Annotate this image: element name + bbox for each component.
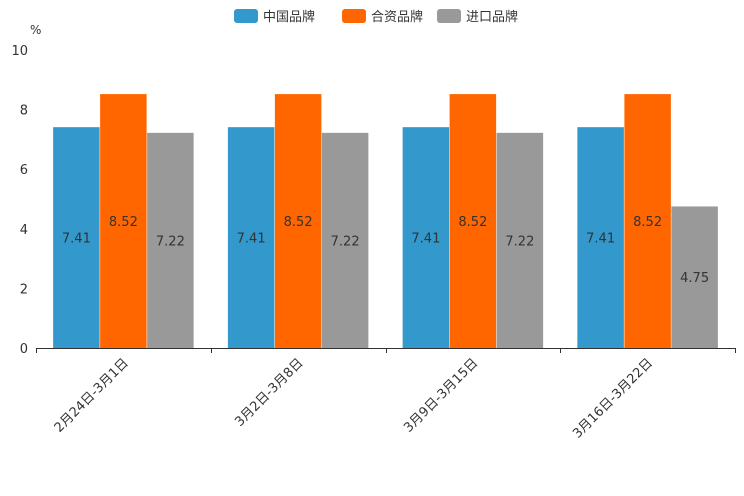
data-label: 7.22: [505, 234, 534, 249]
y-tick-label: 4: [20, 223, 28, 238]
legend-swatch: [234, 9, 258, 23]
bar: [100, 94, 147, 348]
data-label: 7.22: [331, 234, 360, 249]
data-label: 7.22: [156, 234, 185, 249]
y-tick-label: 8: [20, 104, 28, 119]
bar: [321, 132, 369, 348]
y-tick-label: 10: [11, 44, 28, 59]
bar: [274, 94, 322, 348]
legend-label: 中国品牌: [263, 9, 315, 25]
y-axis-unit-label: %: [30, 23, 41, 37]
bar: [671, 206, 718, 348]
bar: [53, 127, 100, 348]
bar: [496, 132, 544, 348]
y-tick-label: 0: [20, 342, 28, 357]
legend: 中国品牌 合资品牌 进口品牌: [234, 9, 518, 25]
x-axis: 2月24日-3月1日 3月2日-3月8日 3月9日-3月15日 3月16日-3月22日: [36, 348, 736, 442]
bar: [449, 94, 497, 348]
bar: [227, 127, 275, 348]
bar: [624, 94, 671, 348]
y-tick-label: 2: [20, 282, 28, 297]
data-label: 4.75: [680, 271, 709, 286]
bar: [577, 127, 624, 348]
data-label: 8.52: [109, 215, 138, 230]
y-axis: 0 2 4 6 8 10: [11, 44, 28, 357]
data-label: 7.41: [237, 232, 266, 247]
data-label: 8.52: [284, 215, 313, 230]
x-tick-label: 2月24日-3月1日: [52, 356, 132, 436]
legend-swatch: [342, 9, 366, 23]
x-tick-label: 3月2日-3月8日: [232, 356, 306, 430]
x-tick-label: 3月16日-3月22日: [570, 356, 656, 442]
legend-label: 进口品牌: [466, 9, 518, 25]
data-label: 7.41: [586, 232, 615, 247]
x-tick-label: 3月9日-3月15日: [401, 356, 481, 436]
data-label: 8.52: [458, 215, 487, 230]
data-label: 7.41: [62, 232, 91, 247]
data-label: 8.52: [633, 215, 662, 230]
legend-swatch: [437, 9, 461, 23]
bar: [402, 127, 450, 348]
bar: [147, 132, 194, 348]
data-label: 7.41: [411, 232, 440, 247]
legend-label: 合资品牌: [371, 9, 423, 25]
bars: 7.41 8.52 7.22 7.41 8.52 7.22 7.41 8.52 7.22 7.41…: [53, 94, 718, 348]
y-tick-label: 6: [20, 163, 28, 178]
